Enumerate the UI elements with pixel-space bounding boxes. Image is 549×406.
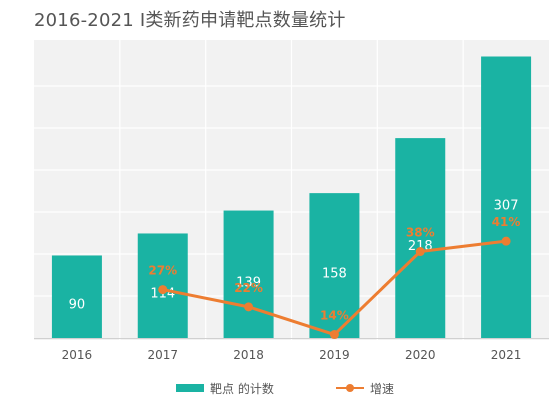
bar: [309, 193, 360, 338]
x-tick-label: 2021: [491, 348, 522, 362]
growth-line-point: [415, 247, 425, 257]
growth-data-label: 14%: [320, 309, 349, 323]
legend-item-bar-series: 靶点 的计数: [176, 378, 274, 398]
bar-data-label: 139: [236, 275, 261, 290]
legend-line-label: 增速: [370, 381, 395, 396]
growth-line-point: [244, 302, 254, 312]
growth-data-label: 27%: [148, 264, 177, 278]
x-tick-label: 2019: [319, 348, 350, 362]
legend-bar-label: 靶点 的计数: [210, 381, 274, 396]
legend: 靶点 的计数 增速: [0, 378, 549, 398]
bar: [481, 56, 532, 339]
growth-data-label: 22%: [234, 281, 263, 295]
x-tick-label: 2020: [405, 348, 436, 362]
growth-data-label: 38%: [406, 226, 435, 240]
chart-title: 2016-2021 I类新药申请靶点数量统计: [34, 10, 346, 31]
growth-line-point: [329, 330, 339, 340]
x-tick-label: 2018: [233, 348, 264, 362]
growth-data-label: 41%: [492, 215, 521, 229]
bar: [223, 210, 274, 338]
x-tick-label: 2017: [147, 348, 178, 362]
bar-data-label: 307: [494, 198, 519, 213]
bar-data-label: 158: [322, 267, 347, 282]
legend-line-swatch: [336, 384, 364, 392]
bar: [395, 138, 446, 338]
growth-line-point: [501, 236, 511, 246]
bar: [51, 255, 102, 338]
x-tick-label: 2016: [62, 348, 93, 362]
growth-line-point: [158, 285, 168, 295]
legend-bar-swatch: [176, 384, 204, 392]
legend-item-line-series: 增速: [336, 378, 394, 398]
bar-data-label: 90: [69, 298, 86, 313]
